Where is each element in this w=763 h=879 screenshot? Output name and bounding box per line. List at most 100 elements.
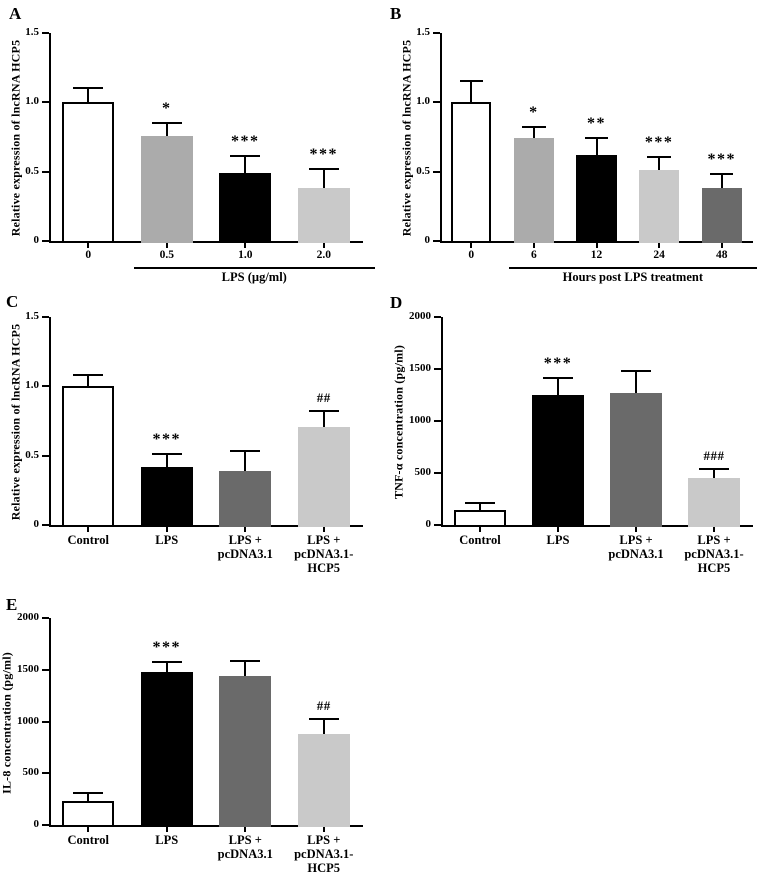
bar xyxy=(297,426,350,527)
x-tick-label: Control xyxy=(67,833,109,847)
y-tick-label: 0 xyxy=(33,234,40,246)
error-bar xyxy=(479,502,481,510)
bar xyxy=(219,676,272,827)
bar xyxy=(688,477,740,527)
bar xyxy=(62,386,115,527)
y-tick-mark xyxy=(42,668,49,671)
y-tick-label: 1.5 xyxy=(416,26,430,38)
x-tick-label: 12 xyxy=(590,249,603,261)
x-tick-label: 24 xyxy=(653,249,665,261)
y-tick-mark xyxy=(42,454,49,457)
error-bar-cap xyxy=(584,137,609,139)
error-bar xyxy=(87,87,90,103)
x-tick-label: 0 xyxy=(85,249,92,261)
x-group-bracket xyxy=(133,267,375,269)
bar xyxy=(140,466,193,527)
y-tick-mark xyxy=(42,240,49,242)
y-tick-label: 1.0 xyxy=(25,95,39,108)
x-axis-title: Hours post LPS treatment xyxy=(562,270,703,284)
error-bar xyxy=(322,718,325,734)
error-bar-cap xyxy=(73,373,104,376)
x-group-bracket xyxy=(508,267,757,269)
y-tick-mark xyxy=(42,824,49,826)
error-bar xyxy=(532,125,535,139)
bar xyxy=(513,138,554,243)
panel-label: A xyxy=(9,4,22,23)
y-tick-label: 1.0 xyxy=(416,95,430,108)
significance-marker: *** xyxy=(644,134,674,152)
x-tick-mark xyxy=(595,243,598,248)
x-tick-label: Control xyxy=(459,533,501,547)
x-tick-label: 0.5 xyxy=(159,249,174,261)
error-bar-cap xyxy=(465,502,495,505)
error-bar-cap xyxy=(647,156,671,159)
error-bar xyxy=(322,409,325,427)
error-bar xyxy=(557,377,559,395)
error-bar xyxy=(244,155,247,174)
significance-marker: *** xyxy=(152,430,181,448)
x-tick-mark xyxy=(244,243,247,248)
error-bar-cap xyxy=(230,660,261,663)
y-tick-mark xyxy=(434,472,441,474)
error-bar xyxy=(635,370,637,393)
x-tick-mark xyxy=(165,827,168,832)
x-tick-mark xyxy=(322,527,325,532)
y-tick-label: 2000 xyxy=(17,611,39,623)
significance-marker: *** xyxy=(309,145,338,163)
y-tick-mark xyxy=(42,101,49,104)
y-tick-mark xyxy=(434,316,441,318)
bar xyxy=(297,733,350,827)
x-tick-mark xyxy=(720,243,723,248)
panel-label: B xyxy=(390,4,402,23)
x-tick-mark xyxy=(87,827,90,832)
y-tick-mark xyxy=(42,772,49,775)
error-bar-cap xyxy=(621,370,651,373)
x-tick-mark xyxy=(557,527,559,532)
plot-area xyxy=(441,317,753,527)
x-axis-title: LPS (µg/ml) xyxy=(221,270,287,284)
y-tick-label: 1500 xyxy=(17,662,39,675)
x-tick-mark xyxy=(165,243,168,248)
error-bar-cap xyxy=(73,87,104,90)
error-bar xyxy=(658,156,661,171)
error-bar-cap xyxy=(151,452,182,455)
x-tick-mark xyxy=(87,527,90,532)
plot-area xyxy=(49,33,363,243)
x-tick-label: 6 xyxy=(531,249,537,261)
x-tick-mark xyxy=(244,527,247,532)
bar xyxy=(219,470,272,527)
error-bar xyxy=(720,173,723,189)
bar xyxy=(610,392,662,527)
y-tick-label: 0.5 xyxy=(25,164,39,177)
bar xyxy=(62,801,115,827)
bar xyxy=(454,509,506,527)
error-bar xyxy=(87,373,90,387)
x-tick-label: LPS + pcDNA3.1 xyxy=(217,833,273,861)
y-tick-label: 1500 xyxy=(409,362,431,374)
x-tick-label: 48 xyxy=(715,249,728,261)
significance-marker: ** xyxy=(586,115,606,132)
x-tick-mark xyxy=(479,527,481,532)
error-bar xyxy=(165,452,168,467)
y-tick-mark xyxy=(42,617,49,619)
error-bar xyxy=(244,660,247,677)
x-tick-label: LPS xyxy=(155,833,179,847)
error-bar xyxy=(713,467,715,478)
y-tick-label: 1.5 xyxy=(25,310,39,322)
plot-area xyxy=(49,317,363,527)
bar xyxy=(532,395,584,527)
x-tick-mark xyxy=(322,243,325,248)
y-tick-mark xyxy=(434,524,441,526)
x-tick-mark xyxy=(658,243,661,248)
significance-marker: *** xyxy=(231,133,260,151)
y-tick-label: 0 xyxy=(424,234,431,246)
error-bar-cap xyxy=(230,450,261,453)
x-tick-mark xyxy=(532,243,535,248)
x-tick-label: Control xyxy=(67,533,109,547)
y-tick-mark xyxy=(433,240,440,242)
error-bar-cap xyxy=(230,155,261,158)
y-tick-label: 1000 xyxy=(17,714,39,727)
error-bar xyxy=(244,450,247,471)
